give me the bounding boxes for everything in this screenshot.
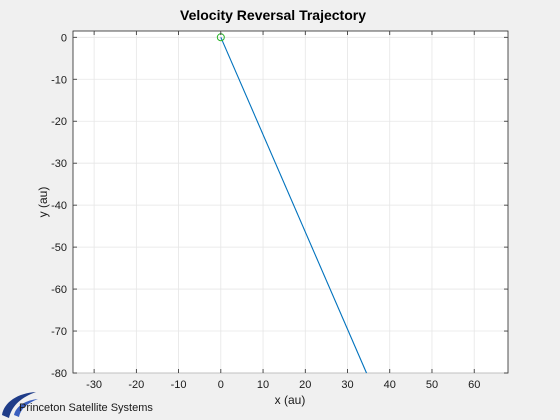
y-tick-label: -20 bbox=[51, 116, 67, 128]
y-tick-label: -30 bbox=[51, 158, 67, 170]
x-tick-label: 10 bbox=[257, 379, 269, 391]
y-tick-label: 0 bbox=[61, 32, 67, 44]
y-axis-label: y (au) bbox=[36, 187, 50, 218]
y-tick-label: -40 bbox=[51, 200, 67, 212]
brand-logo: Princeton Satellite Systems bbox=[2, 392, 153, 418]
x-tick-label: 0 bbox=[218, 379, 224, 391]
y-tick-label: -70 bbox=[51, 326, 67, 338]
x-tick-label: 30 bbox=[341, 379, 353, 391]
y-tick-label: -10 bbox=[51, 74, 67, 86]
swoosh-accent-icon bbox=[14, 399, 38, 417]
x-tick-label: -10 bbox=[171, 379, 187, 391]
x-tick-label: 60 bbox=[468, 379, 480, 391]
trajectory-line bbox=[220, 37, 368, 374]
x-axis-label: x (au) bbox=[275, 393, 306, 407]
x-tick-label: 40 bbox=[384, 379, 396, 391]
x-tick-label: 20 bbox=[299, 379, 311, 391]
ticks: -30 -20 -10 0 10 20 30 40 50 60 0 -10 -20 -30 -40 -50 -6… bbox=[51, 31, 508, 391]
y-tick-label: -60 bbox=[51, 284, 67, 296]
swoosh-icon bbox=[2, 392, 36, 418]
x-tick-label: -30 bbox=[86, 379, 102, 391]
brand-logo-text: Princeton Satellite Systems bbox=[19, 402, 153, 414]
y-tick-label: -50 bbox=[51, 242, 67, 254]
chart-title: Velocity Reversal Trajectory bbox=[180, 7, 366, 23]
x-tick-label: 50 bbox=[426, 379, 438, 391]
grid bbox=[73, 31, 508, 374]
y-tick-label: -80 bbox=[51, 368, 67, 380]
plot-area[interactable]: -30 -20 -10 0 10 20 30 40 50 60 0 -10 -20 -30 -40 -50 -6… bbox=[51, 30, 509, 391]
x-tick-label: -20 bbox=[128, 379, 144, 391]
plot-background bbox=[72, 30, 509, 374]
